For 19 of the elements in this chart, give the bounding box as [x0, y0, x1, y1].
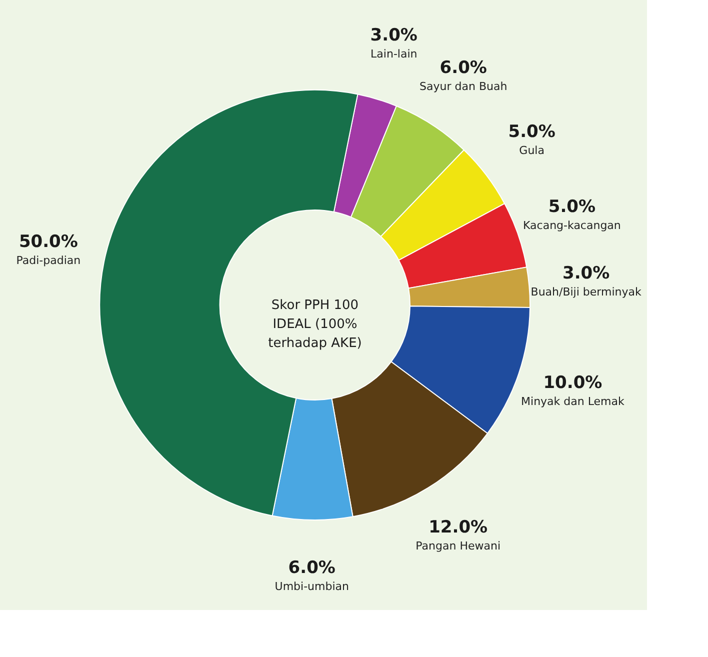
slice-label: Pangan Hewani [416, 539, 501, 552]
slice-label: Padi-padian [16, 254, 81, 267]
slice-label: Kacang-kacangan [523, 218, 621, 232]
data-label: 6.0% [288, 558, 336, 578]
slice-label: Minyak dan Lemak [521, 395, 626, 408]
data-label: 12.0% [428, 517, 488, 538]
data-label: 3.0% [562, 264, 610, 284]
slice-label: Buah/Biji berminyak [530, 286, 642, 299]
slice-label: Sayur dan Buah [420, 80, 508, 94]
slice-label: Lain-lain [370, 48, 418, 61]
data-label: 50.0% [18, 232, 78, 252]
data-label: 10.0% [543, 373, 602, 394]
data-label: 5.0% [508, 122, 556, 142]
slice-label: Umbi-umbian [274, 580, 349, 593]
data-label: 3.0% [370, 26, 418, 46]
data-label: 5.0% [548, 196, 596, 217]
text: Skor PPH 100 IDEAL (100% terhadap AKE) [268, 298, 362, 351]
slice-label: Gula [519, 144, 544, 157]
data-label: 6.0% [440, 58, 487, 78]
